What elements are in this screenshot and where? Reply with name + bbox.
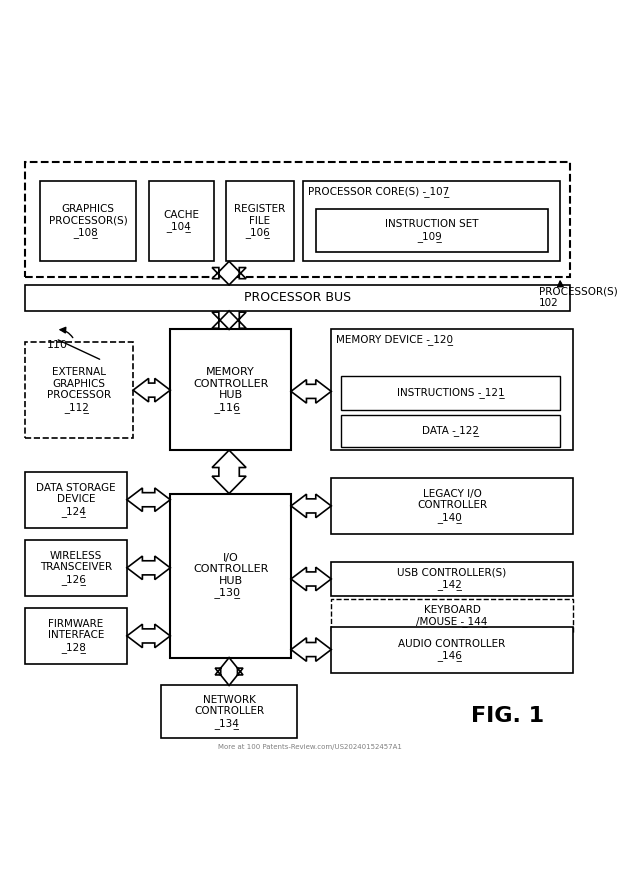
Text: NETWORK
CONTROLLER
̲134̲: NETWORK CONTROLLER ̲134̲ [194, 694, 264, 729]
Text: INSTRUCTIONS - ̲121̲: INSTRUCTIONS - ̲121̲ [397, 387, 504, 399]
Polygon shape [127, 556, 171, 580]
Polygon shape [212, 261, 246, 285]
Polygon shape [212, 311, 246, 329]
FancyBboxPatch shape [25, 608, 127, 664]
Text: FIG. 1: FIG. 1 [471, 707, 544, 726]
FancyBboxPatch shape [25, 285, 569, 311]
Polygon shape [127, 624, 171, 647]
Polygon shape [291, 567, 331, 591]
FancyBboxPatch shape [171, 329, 291, 450]
Text: LEGACY I/O
CONTROLLER
̲140̲: LEGACY I/O CONTROLLER ̲140̲ [417, 489, 487, 523]
FancyBboxPatch shape [161, 686, 297, 738]
FancyBboxPatch shape [25, 540, 127, 596]
Text: 110: 110 [46, 340, 67, 350]
Polygon shape [291, 379, 331, 403]
Text: FIRMWARE
INTERFACE
̲128̲: FIRMWARE INTERFACE ̲128̲ [48, 619, 104, 653]
Text: AUDIO CONTROLLER
̲146̲: AUDIO CONTROLLER ̲146̲ [398, 638, 505, 661]
Text: MEMORY DEVICE - ̲120̲: MEMORY DEVICE - ̲120̲ [336, 335, 453, 345]
FancyBboxPatch shape [340, 376, 560, 410]
Polygon shape [291, 638, 331, 662]
Text: MEMORY
CONTROLLER
HUB
̲116̲: MEMORY CONTROLLER HUB ̲116̲ [193, 367, 268, 413]
FancyBboxPatch shape [226, 181, 294, 261]
Text: EXTERNAL
GRAPHICS
PROCESSOR
̲112̲: EXTERNAL GRAPHICS PROCESSOR ̲112̲ [47, 367, 111, 413]
FancyBboxPatch shape [304, 181, 560, 261]
Text: INSTRUCTION SET
̲109̲: INSTRUCTION SET ̲109̲ [385, 219, 479, 242]
Text: USB CONTROLLER(S)
̲142̲: USB CONTROLLER(S) ̲142̲ [398, 567, 507, 590]
Text: DATA STORAGE
DEVICE
̲124̲: DATA STORAGE DEVICE ̲124̲ [36, 483, 115, 517]
FancyBboxPatch shape [40, 181, 136, 261]
FancyBboxPatch shape [331, 478, 573, 534]
Polygon shape [127, 488, 171, 511]
Polygon shape [291, 494, 331, 518]
FancyBboxPatch shape [25, 472, 127, 527]
FancyBboxPatch shape [331, 627, 573, 673]
FancyBboxPatch shape [340, 415, 560, 447]
Polygon shape [133, 378, 171, 402]
Text: WIRELESS
TRANSCEIVER
̲126̲: WIRELESS TRANSCEIVER ̲126̲ [40, 551, 112, 585]
FancyBboxPatch shape [171, 494, 291, 658]
Polygon shape [212, 450, 246, 494]
Polygon shape [215, 658, 243, 686]
FancyBboxPatch shape [331, 561, 573, 596]
FancyBboxPatch shape [25, 163, 569, 277]
Text: PROCESSOR(S)
102: PROCESSOR(S) 102 [539, 286, 618, 308]
Text: GRAPHICS
PROCESSOR(S)
̲108̲: GRAPHICS PROCESSOR(S) ̲108̲ [49, 204, 127, 238]
FancyBboxPatch shape [316, 209, 548, 252]
Text: DATA - ̲122̲: DATA - ̲122̲ [422, 425, 479, 436]
FancyBboxPatch shape [25, 342, 133, 438]
FancyBboxPatch shape [148, 181, 214, 261]
Text: PROCESSOR BUS: PROCESSOR BUS [243, 291, 351, 305]
Text: REGISTER
FILE
̲106̲: REGISTER FILE ̲106̲ [235, 204, 286, 238]
Text: More at 100 Patents-Review.com/US20240152457A1: More at 100 Patents-Review.com/US2024015… [217, 744, 401, 750]
Text: CACHE
̲104̲: CACHE ̲104̲ [163, 210, 199, 233]
Text: I/O
CONTROLLER
HUB
̲130̲: I/O CONTROLLER HUB ̲130̲ [193, 552, 268, 599]
FancyBboxPatch shape [331, 599, 573, 633]
Text: PROCESSOR CORE(S) - ̲107̲: PROCESSOR CORE(S) - ̲107̲ [308, 186, 450, 197]
FancyBboxPatch shape [331, 329, 573, 450]
Text: KEYBOARD
/MOUSE - ̲144̲: KEYBOARD /MOUSE - ̲144̲ [417, 605, 488, 627]
